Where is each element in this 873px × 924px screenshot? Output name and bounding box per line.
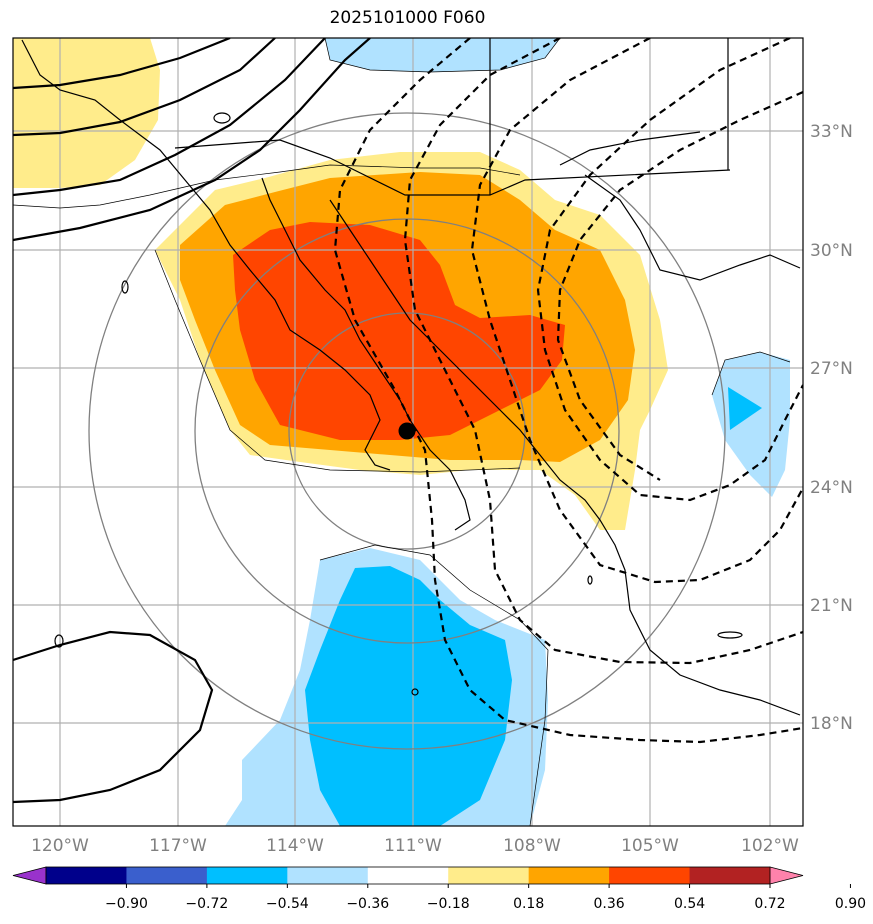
coastlines <box>21 38 801 716</box>
colorbar-tick-label: 0.90 <box>835 896 866 912</box>
dashed-contours <box>333 38 803 744</box>
lon-label: 114°W <box>266 836 324 856</box>
colorbar-cell <box>448 867 530 884</box>
colorbar-cell <box>528 867 610 884</box>
lon-label: 111°W <box>384 836 442 856</box>
colorbar-cell <box>46 867 127 884</box>
colorbar-tick-label: −0.36 <box>346 896 389 912</box>
colorbar-extend-low <box>12 866 47 885</box>
lon-label: 120°W <box>31 836 89 856</box>
lon-label: 108°W <box>503 836 561 856</box>
lat-label: 24°N <box>810 478 853 498</box>
colorbar-tick-label: 0.72 <box>754 896 785 912</box>
lat-label: 30°N <box>810 241 853 261</box>
baja-west-coast <box>21 39 391 471</box>
colorbar-cell <box>126 867 208 884</box>
map-title: 2025101000 F060 <box>329 8 486 28</box>
shading-cyan-east <box>728 387 762 430</box>
islands <box>54 112 743 696</box>
colorbar: −0.90 −0.72 −0.54 −0.36 −0.18 0.18 0.36 … <box>12 866 866 912</box>
shading-light-blue-north <box>325 38 560 72</box>
colorbar-frame <box>45 866 771 885</box>
state-boundary-ne <box>559 131 701 166</box>
baja-east-coast <box>261 177 471 531</box>
shading-red-orange <box>233 222 565 440</box>
colorbar-extend-high <box>769 866 804 885</box>
shading-cyan-south <box>305 566 512 826</box>
colorbar-cells <box>12 866 804 885</box>
colorbar-cell <box>367 867 449 884</box>
colorbar-ticks <box>125 884 851 888</box>
mainland-west-coast <box>329 199 801 716</box>
lat-label: 33°N <box>810 122 853 142</box>
lat-label: 21°N <box>810 596 853 616</box>
lat-label: 27°N <box>810 359 853 379</box>
colorbar-tick-label: −0.90 <box>105 896 148 912</box>
gridlines <box>13 38 803 826</box>
lon-label: 117°W <box>149 836 207 856</box>
shading-light-yellow-northwest <box>13 38 160 188</box>
lon-label: 105°W <box>621 836 679 856</box>
colorbar-cell <box>609 867 691 884</box>
gulf-of-mexico-coast <box>584 174 801 281</box>
lat-label: 18°N <box>810 714 853 734</box>
storm-center-marker <box>398 422 416 440</box>
solid-contours <box>13 38 371 804</box>
colorbar-tick-label: 0.18 <box>513 896 544 912</box>
colorbar-cell <box>689 867 771 884</box>
colorbar-tick-label: 0.54 <box>674 896 705 912</box>
colorbar-cell <box>206 867 288 884</box>
colorbar-tick-label: −0.54 <box>266 896 309 912</box>
colorbar-tick-label: −0.18 <box>427 896 470 912</box>
range-rings <box>88 112 726 750</box>
us-mexico-border <box>174 139 731 196</box>
map-plot-area <box>13 38 803 826</box>
latitude-labels: 33°N 30°N 27°N 24°N 21°N 18°N <box>810 122 853 734</box>
colorbar-tick-label: −0.72 <box>185 896 228 912</box>
map-frame <box>12 37 804 827</box>
colorbar-cell <box>287 867 369 884</box>
longitude-labels: 120°W 117°W 114°W 111°W 108°W 105°W 102°… <box>31 836 799 856</box>
colorbar-tick-label: 0.36 <box>594 896 625 912</box>
lon-label: 102°W <box>741 836 799 856</box>
shading-light-blue-east <box>712 352 790 497</box>
colorbar-labels: −0.90 −0.72 −0.54 −0.36 −0.18 0.18 0.36 … <box>105 896 866 912</box>
